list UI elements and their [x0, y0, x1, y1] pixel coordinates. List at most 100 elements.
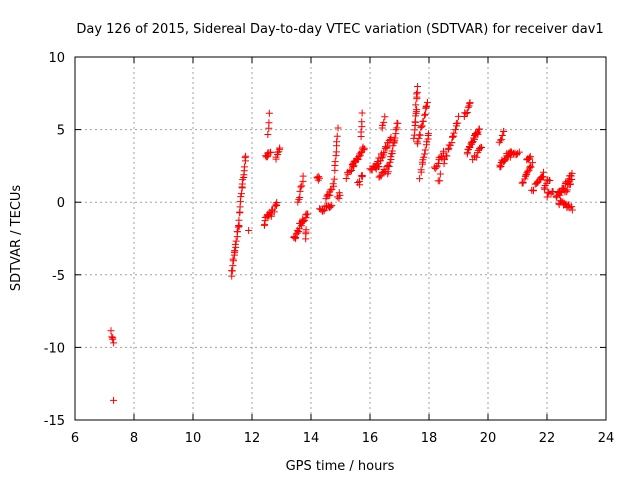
data-point: [497, 136, 505, 144]
data-point: [358, 118, 366, 126]
data-point: [524, 167, 532, 175]
data-point: [292, 233, 300, 241]
x-tick-label: 22: [539, 431, 556, 446]
data-point: [419, 158, 427, 166]
data-point: [557, 189, 565, 197]
data-point: [532, 180, 540, 188]
data-point: [355, 177, 363, 185]
x-tick-label: 10: [185, 431, 202, 446]
data-point: [320, 206, 328, 214]
chart-title: Day 126 of 2015, Sidereal Day-to-day VTE…: [76, 22, 603, 37]
data-point: [333, 132, 341, 140]
x-axis-label: GPS time / hours: [286, 459, 395, 474]
data-point: [235, 216, 243, 224]
data-point: [356, 152, 364, 160]
data-point: [443, 152, 451, 160]
y-tick-label: 0: [57, 196, 65, 211]
x-tick-label: 6: [71, 431, 79, 446]
data-point: [466, 99, 474, 107]
data-point: [464, 103, 472, 111]
data-point: [330, 175, 338, 183]
data-point: [329, 180, 337, 188]
data-point: [420, 153, 428, 161]
data-point: [347, 166, 355, 174]
data-point: [304, 210, 312, 218]
data-point: [436, 177, 444, 185]
data-point: [421, 110, 429, 118]
data-point: [231, 240, 239, 248]
data-point: [346, 168, 354, 176]
data-point: [357, 128, 365, 136]
data-point: [273, 198, 281, 206]
data-point: [229, 262, 237, 270]
y-tick-label: -10: [44, 341, 65, 356]
axis-ticks: [74, 56, 607, 421]
data-point: [421, 111, 429, 119]
x-tick-label: 14: [303, 431, 320, 446]
y-tick-label: -15: [44, 414, 65, 429]
data-point: [419, 117, 427, 125]
data-point: [560, 199, 568, 207]
data-point: [326, 191, 334, 199]
data-point: [417, 166, 425, 174]
data-point: [526, 152, 534, 160]
y-axis-label: SDTVAR / TECUs: [9, 185, 24, 292]
data-point: [412, 101, 420, 109]
data-point: [549, 188, 557, 195]
data-point: [421, 150, 429, 158]
data-point: [109, 335, 117, 343]
data-point: [328, 185, 336, 193]
data-point: [454, 119, 462, 127]
data-point: [392, 126, 400, 134]
data-point: [423, 98, 431, 106]
data-point: [416, 175, 424, 183]
data-point: [568, 206, 576, 214]
data-point: [384, 168, 392, 176]
data-point: [245, 226, 253, 234]
data-point: [388, 147, 396, 155]
data-point: [267, 148, 275, 156]
data-point: [297, 183, 305, 191]
data-point: [421, 146, 429, 154]
data-point: [295, 195, 303, 203]
data-point: [302, 214, 310, 222]
data-point: [237, 193, 245, 201]
data-points: [107, 83, 576, 404]
data-point: [473, 129, 481, 137]
data-point: [526, 154, 534, 162]
data-point: [296, 194, 304, 202]
data-point: [297, 222, 305, 230]
data-point: [380, 149, 388, 157]
data-point: [546, 176, 554, 184]
data-point: [568, 176, 576, 184]
data-point: [444, 145, 452, 153]
data-point: [265, 109, 273, 117]
data-point: [508, 149, 516, 157]
data-point: [334, 124, 342, 132]
data-point: [327, 186, 335, 194]
y-tick-label: 10: [48, 51, 65, 66]
data-point: [294, 229, 302, 237]
data-point: [229, 255, 237, 263]
data-point: [298, 182, 306, 190]
data-point: [416, 131, 424, 139]
data-point: [414, 83, 422, 91]
data-point: [566, 180, 574, 188]
data-point: [315, 174, 323, 182]
data-point: [411, 118, 419, 126]
data-point: [500, 127, 508, 135]
data-point: [380, 118, 388, 126]
y-axis-tick-labels: -15 -10 -5 0 5 10: [44, 51, 65, 429]
data-point: [387, 153, 395, 161]
data-point: [544, 189, 552, 197]
data-point: [107, 327, 115, 335]
data-point: [235, 222, 243, 230]
data-point: [563, 186, 571, 194]
data-point: [417, 124, 425, 132]
x-tick-label: 8: [130, 431, 138, 446]
data-point: [527, 163, 535, 171]
data-point: [319, 207, 327, 215]
y-tick-label: -5: [52, 269, 65, 284]
data-point: [331, 158, 339, 166]
